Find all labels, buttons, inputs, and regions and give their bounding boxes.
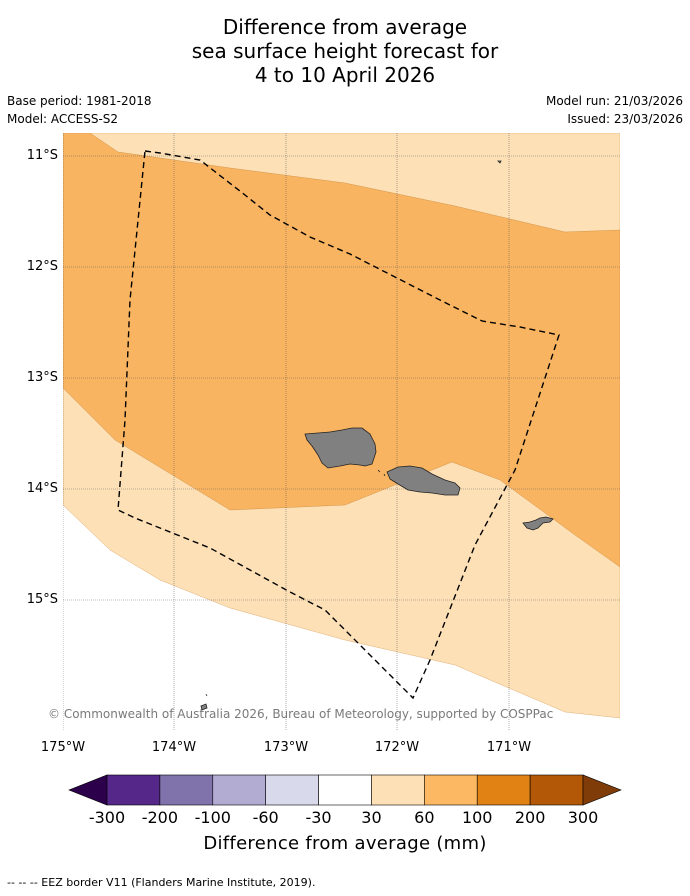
lat-label-12s: 12°S [27,259,58,274]
lon-label-175w: 175°W [41,740,85,755]
copyright-note: © Commonwealth of Australia 2026, Bureau… [48,707,553,721]
lat-label-13s: 13°S [27,370,58,385]
map-canvas [0,0,690,896]
colorbar-tick-label: -60 [253,808,279,827]
colorbar-tick-label: 60 [414,808,434,827]
colorbar-tick-label: -300 [89,808,125,827]
colorbar-tick-label: 300 [568,808,599,827]
colorbar-tick-label: -200 [142,808,178,827]
colorbar-tick-label: 200 [515,808,546,827]
lat-label-14s: 14°S [27,481,58,496]
colorbar-tick-label: -100 [195,808,231,827]
lon-label-171w: 171°W [487,740,531,755]
lon-label-172w: 172°W [375,740,419,755]
eez-footnote: -- -- -- EEZ border V11 (Flanders Marine… [7,876,315,889]
lon-label-173w: 173°W [264,740,308,755]
colorbar-tick-label: 100 [462,808,493,827]
lon-label-174w: 174°W [152,740,196,755]
colorbar-tick-label: -30 [305,808,331,827]
lat-label-15s: 15°S [27,592,58,607]
colorbar-label: Difference from average (mm) [0,833,690,854]
lat-label-11s: 11°S [27,148,58,163]
colorbar-tick-label: 30 [361,808,381,827]
